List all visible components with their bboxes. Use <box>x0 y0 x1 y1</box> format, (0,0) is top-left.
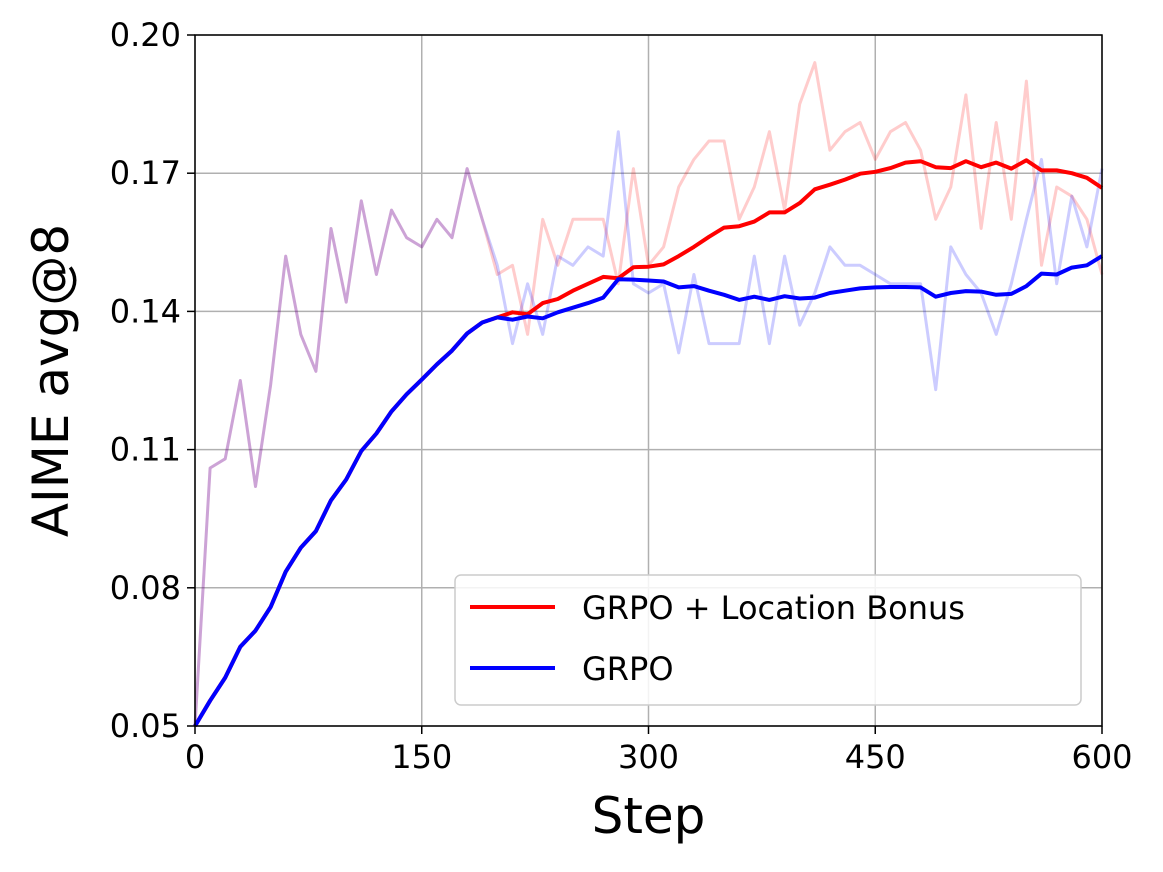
smoothed-line-grpo <box>193 254 1104 728</box>
legend-box <box>454 574 1082 706</box>
ticks: 0 150 300 450 600 0.05 0.08 0.11 0.14 0.17 0.20 <box>110 16 1133 776</box>
y-tick-label: 0.08 <box>110 569 181 607</box>
x-tick-label: 450 <box>845 738 906 776</box>
legend-label-location-bonus: GRPO + Location Bonus <box>582 589 965 627</box>
y-tick-label: 0.14 <box>110 292 181 330</box>
x-tick-label: 0 <box>185 738 205 776</box>
y-tick-label: 0.20 <box>110 16 181 54</box>
x-tick-label: 600 <box>1071 738 1132 776</box>
legend-label-grpo: GRPO <box>582 650 674 688</box>
legend: GRPO + Location Bonus GRPO <box>454 574 1082 706</box>
x-axis-title: Step <box>592 787 706 845</box>
smoothed-series-layer <box>193 158 1104 728</box>
y-axis-title: AIME avg@8 <box>22 224 80 537</box>
y-tick-label: 0.05 <box>110 707 181 745</box>
y-tick-label: 0.11 <box>110 431 181 469</box>
x-tick-label: 300 <box>618 738 679 776</box>
raw-line-grpo <box>193 130 1104 727</box>
x-tick-label: 150 <box>391 738 452 776</box>
y-tick-label: 0.17 <box>110 154 181 192</box>
